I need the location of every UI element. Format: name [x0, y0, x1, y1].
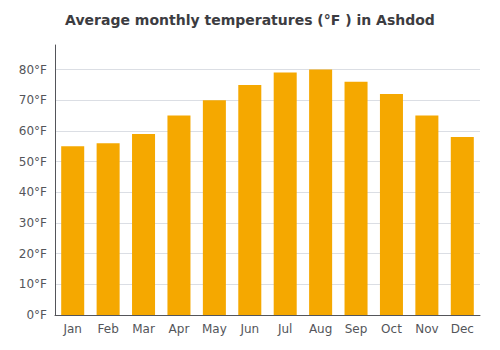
- svg-text:Jun: Jun: [239, 322, 259, 336]
- svg-text:10°F: 10°F: [19, 277, 47, 291]
- svg-text:Average monthly temperatures (: Average monthly temperatures (°F ) in As…: [65, 12, 435, 28]
- svg-text:Nov: Nov: [415, 322, 438, 336]
- svg-text:Feb: Feb: [98, 322, 119, 336]
- svg-text:80°F: 80°F: [19, 63, 47, 77]
- svg-text:30°F: 30°F: [19, 216, 47, 230]
- svg-text:Mar: Mar: [132, 322, 155, 336]
- svg-text:Aug: Aug: [309, 322, 332, 336]
- svg-text:60°F: 60°F: [19, 124, 47, 138]
- svg-text:20°F: 20°F: [19, 247, 47, 261]
- svg-text:Oct: Oct: [381, 322, 402, 336]
- svg-text:0°F: 0°F: [26, 308, 47, 322]
- svg-text:May: May: [202, 322, 227, 336]
- svg-text:Jan: Jan: [62, 322, 82, 336]
- svg-text:70°F: 70°F: [19, 93, 47, 107]
- svg-text:50°F: 50°F: [19, 155, 47, 169]
- svg-text:Sep: Sep: [345, 322, 368, 336]
- svg-text:Dec: Dec: [451, 322, 474, 336]
- svg-text:Jul: Jul: [277, 322, 292, 336]
- svg-text:Apr: Apr: [169, 322, 190, 336]
- svg-text:40°F: 40°F: [19, 185, 47, 199]
